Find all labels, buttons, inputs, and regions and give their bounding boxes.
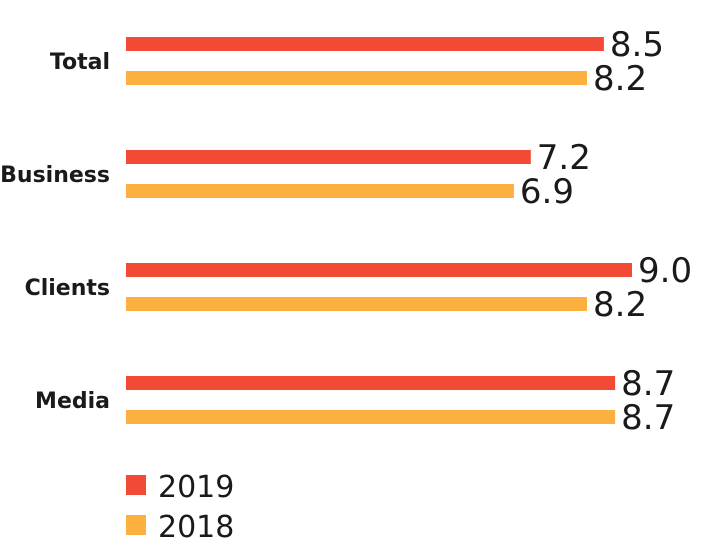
category-label-clients: Clients	[25, 276, 110, 301]
value-labels: 8.58.27.26.99.08.28.78.7	[520, 25, 692, 438]
category-label-media: Media	[35, 389, 110, 414]
legend-label-2019: 2019	[158, 470, 234, 505]
bar-clients-2019	[126, 263, 632, 277]
value-label-business-2019: 7.2	[537, 138, 591, 178]
legend-label-2018: 2018	[158, 510, 234, 545]
bar-business-2019	[126, 150, 531, 164]
bar-media-2018	[126, 410, 616, 424]
category-label-business: Business	[0, 163, 110, 188]
bar-business-2018	[126, 184, 514, 198]
value-label-business-2018: 6.9	[520, 172, 574, 212]
value-label-total-2018: 8.2	[593, 59, 647, 99]
legend: 2019 2018	[126, 470, 234, 545]
value-label-clients-2018: 8.2	[593, 285, 647, 325]
bar-total-2018	[126, 71, 588, 85]
bars	[126, 37, 632, 424]
bar-total-2019	[126, 37, 604, 51]
category-labels: Total Business Clients Media	[0, 50, 110, 414]
value-label-clients-2019: 9.0	[638, 251, 692, 291]
value-label-media-2018: 8.7	[621, 398, 675, 438]
value-label-total-2019: 8.5	[610, 25, 664, 65]
category-label-total: Total	[50, 50, 110, 75]
legend-swatch-2018	[126, 515, 146, 535]
value-label-media-2019: 8.7	[621, 364, 675, 404]
bar-media-2019	[126, 376, 616, 390]
legend-swatch-2019	[126, 475, 146, 495]
bar-clients-2018	[126, 297, 588, 311]
